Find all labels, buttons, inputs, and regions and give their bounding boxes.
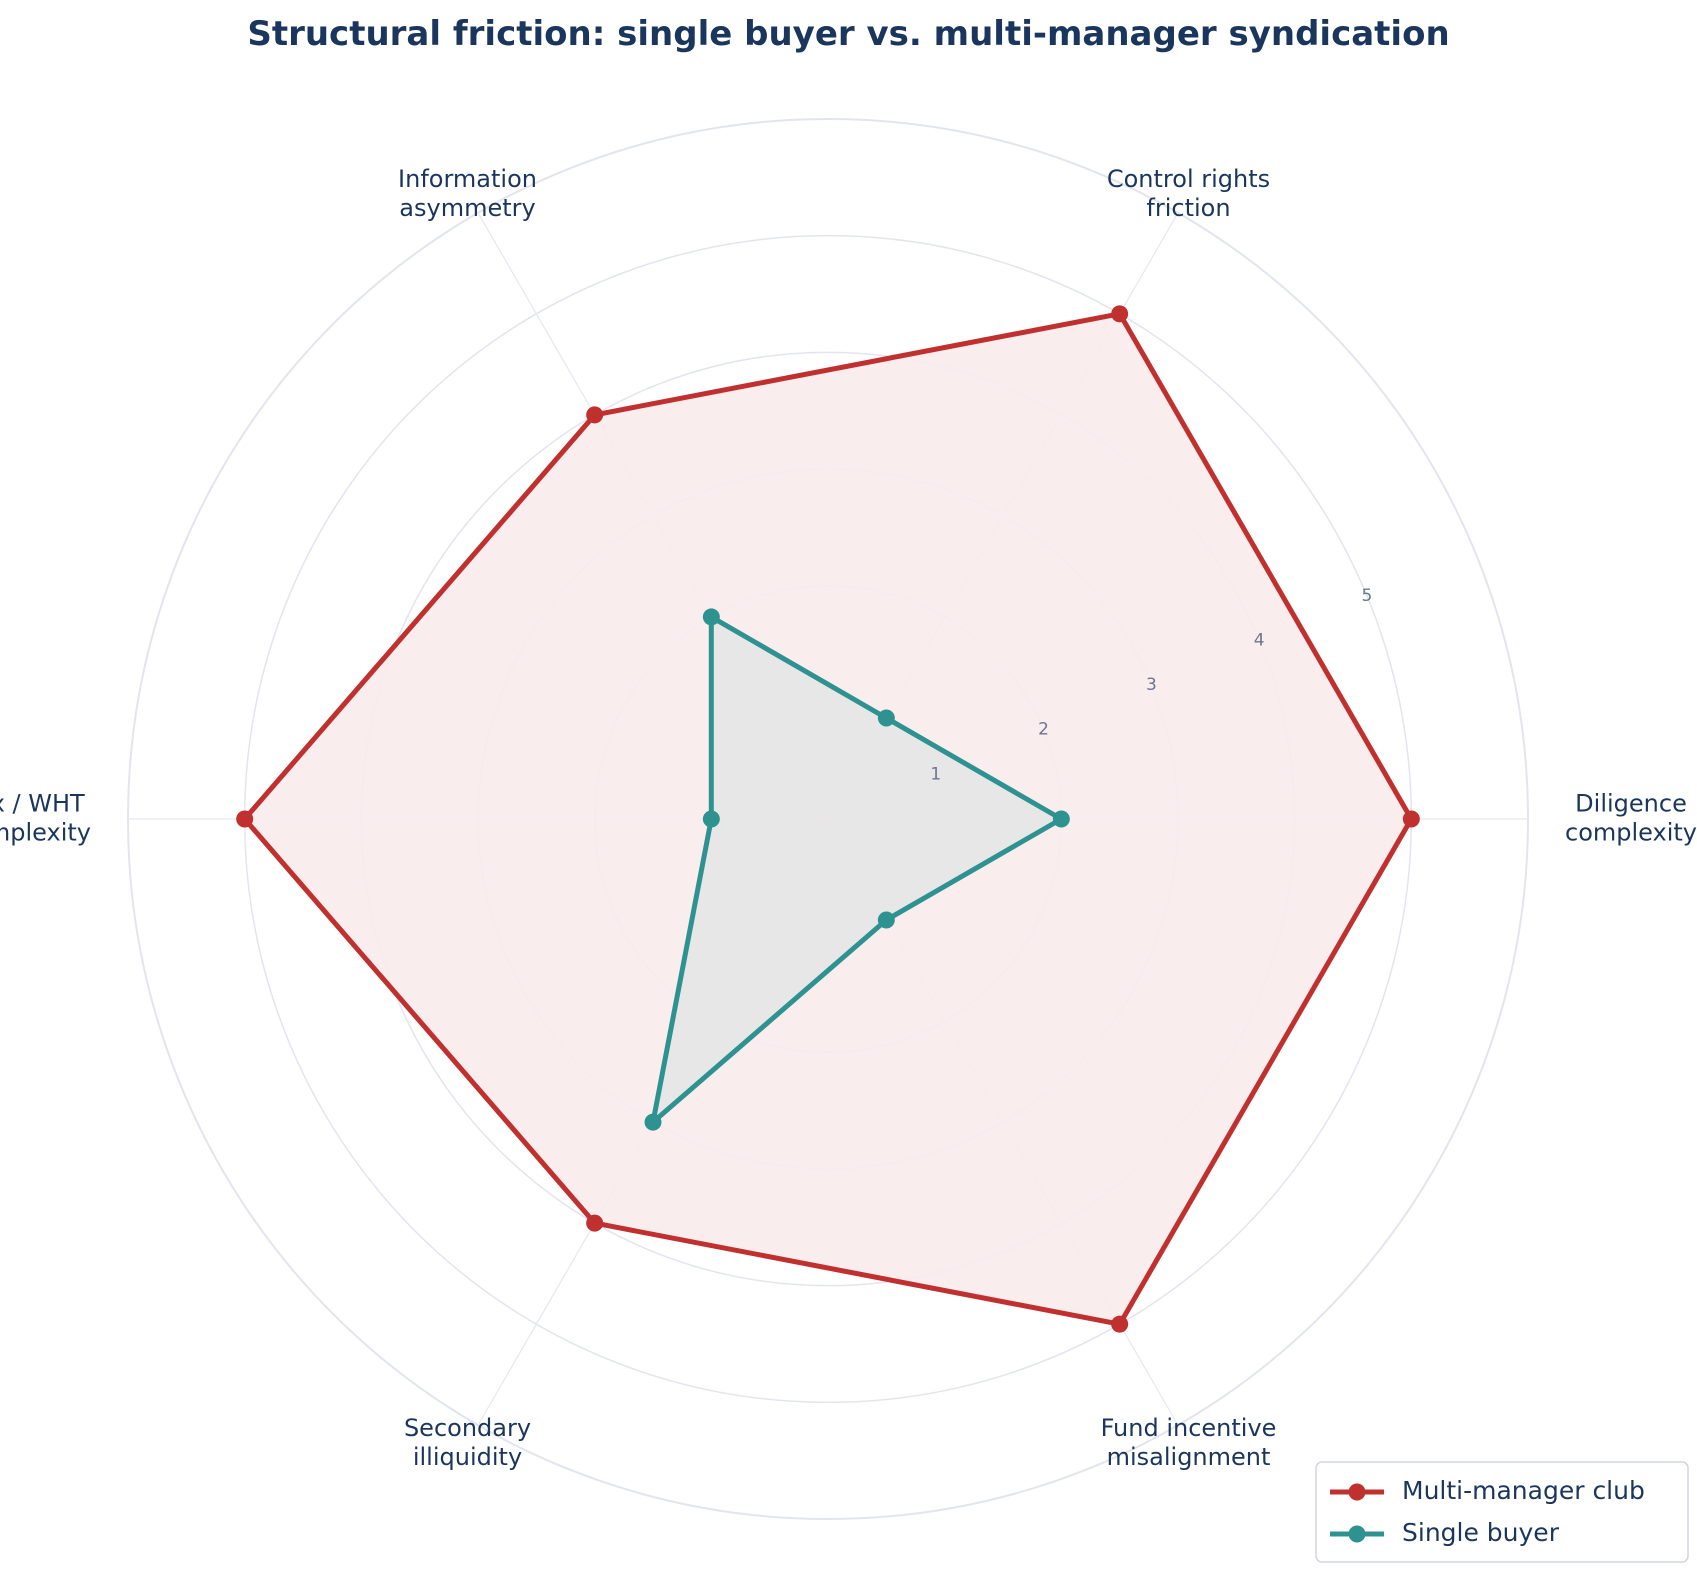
axis-label-5: Fund incentive misalignment	[1101, 1414, 1277, 1471]
axis-label-1: Control rights friction	[1107, 165, 1270, 222]
axis-label-4-line-1: illiquidity	[413, 1443, 522, 1471]
axis-label-0: Diligence complexity	[1565, 790, 1697, 847]
series-points	[236, 305, 1420, 1333]
legend-label-0: Multi-manager club	[1402, 1476, 1645, 1505]
axis-label-3-line-0: Tax / WHT	[0, 790, 85, 818]
legend-label-1: Single buyer	[1402, 1518, 1560, 1547]
tick-label-1: 1	[930, 764, 941, 784]
point-s0-5	[1111, 1315, 1129, 1333]
axis-label-3: Tax / WHTcomplexity	[0, 790, 91, 847]
point-s0-2	[586, 406, 604, 424]
legend-marker-0	[1348, 1483, 1366, 1501]
chart-title: Structural friction: single buyer vs. mu…	[247, 14, 1450, 54]
axis-label-5-line-1: misalignment	[1107, 1443, 1271, 1471]
point-s1-4	[644, 1113, 662, 1131]
point-s1-5	[877, 911, 895, 929]
axis-label-2: Information asymmetry	[398, 165, 537, 222]
axis-label-2-line-1: asymmetry	[399, 194, 535, 222]
series-fills	[244, 313, 1412, 1325]
point-s0-0	[1402, 810, 1420, 828]
point-s1-2	[702, 608, 720, 626]
point-s0-3	[236, 810, 254, 828]
tick-label-5: 5	[1362, 586, 1373, 606]
point-s1-0	[1052, 810, 1070, 828]
axis-label-1-line-1: friction	[1146, 194, 1230, 222]
point-s1-1	[877, 709, 895, 727]
legend: Multi-manager club Single buyer	[1315, 1461, 1689, 1563]
tick-label-4: 4	[1254, 630, 1265, 650]
axis-label-4: Secondary illiquidity	[404, 1414, 531, 1471]
axis-label-2-line-0: Information	[398, 165, 537, 193]
axis-label-5-line-0: Fund incentive	[1101, 1414, 1277, 1442]
axis-label-3-line-1: complexity	[0, 819, 91, 847]
point-s0-4	[586, 1214, 604, 1232]
axis-label-0-line-1: complexity	[1565, 819, 1697, 847]
tick-label-3: 3	[1146, 675, 1157, 695]
legend-marker-1	[1348, 1525, 1366, 1543]
axis-label-0-line-0: Diligence	[1575, 790, 1687, 818]
point-s1-3	[702, 810, 720, 828]
tick-label-2: 2	[1038, 720, 1049, 740]
axis-label-4-line-0: Secondary	[404, 1414, 531, 1442]
series-area-1	[653, 616, 1062, 1123]
axis-label-1-line-0: Control rights	[1107, 165, 1270, 193]
radial-tick-labels: 1 2 3 4 5	[930, 586, 1372, 785]
legend-box	[1315, 1461, 1689, 1563]
point-s0-1	[1111, 305, 1129, 323]
